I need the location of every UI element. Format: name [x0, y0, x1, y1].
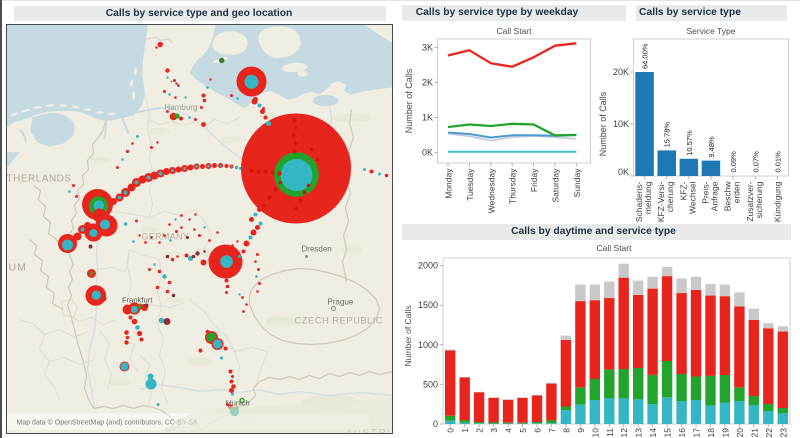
svg-text:3: 3	[489, 428, 499, 433]
svg-text:meldung: meldung	[643, 181, 653, 214]
svg-text:3K: 3K	[422, 43, 433, 53]
svg-text:Wechsel: Wechsel	[687, 181, 697, 214]
svg-text:64.00%: 64.00%	[641, 43, 650, 69]
svg-text:Prague: Prague	[328, 298, 354, 307]
svg-text:5: 5	[518, 428, 528, 433]
svg-text:8: 8	[561, 428, 571, 433]
svg-text:15: 15	[663, 428, 673, 438]
svg-text:12: 12	[619, 428, 629, 438]
svg-text:Service Type: Service Type	[687, 26, 736, 36]
svg-text:Saturday: Saturday	[551, 168, 561, 203]
svg-text:Thursday: Thursday	[508, 168, 518, 204]
svg-text:20: 20	[735, 428, 745, 438]
svg-text:Tuesday: Tuesday	[465, 168, 475, 201]
svg-text:Friday: Friday	[529, 168, 539, 192]
svg-text:11: 11	[605, 428, 615, 437]
svg-text:7: 7	[547, 428, 557, 433]
svg-text:0K: 0K	[618, 167, 629, 177]
svg-text:cherung: cherung	[665, 181, 675, 212]
svg-text:Dresden: Dresden	[302, 245, 332, 254]
svg-text:Call Start: Call Start	[597, 243, 633, 253]
svg-text:Sunday: Sunday	[572, 168, 582, 198]
svg-text:9.48%: 9.48%	[707, 136, 716, 158]
svg-text:21: 21	[749, 428, 759, 438]
svg-text:0.07%: 0.07%	[751, 151, 760, 173]
svg-text:1000: 1000	[418, 340, 438, 350]
svg-text:20K: 20K	[613, 67, 629, 77]
svg-text:Number of Calls: Number of Calls	[403, 306, 413, 367]
svg-text:17: 17	[692, 428, 702, 438]
svg-text:9: 9	[576, 428, 586, 433]
svg-text:Frankfurt: Frankfurt	[122, 296, 153, 305]
svg-text:2K: 2K	[422, 78, 433, 88]
svg-text:Preis-: Preis-	[701, 181, 711, 203]
svg-text:4: 4	[504, 428, 514, 433]
svg-text:Schadens-: Schadens-	[634, 181, 644, 222]
svg-text:13: 13	[634, 428, 644, 438]
svg-text:0.09%: 0.09%	[729, 151, 738, 173]
svg-text:THERLANDS: THERLANDS	[7, 174, 72, 185]
svg-text:Munich: Munich	[226, 399, 250, 408]
svg-text:Monday: Monday	[444, 168, 454, 199]
svg-text:19: 19	[720, 428, 730, 438]
svg-text:Anfrage: Anfrage	[710, 181, 720, 211]
svg-text:Kündigung: Kündigung	[772, 181, 782, 222]
svg-text:0: 0	[446, 428, 456, 433]
svg-text:10.57%: 10.57%	[685, 130, 694, 156]
svg-text:KFZ-Versi-: KFZ-Versi-	[656, 181, 666, 222]
svg-text:0.01%: 0.01%	[773, 151, 782, 173]
svg-text:2: 2	[475, 428, 485, 433]
svg-text:erden: erden	[732, 181, 742, 203]
svg-text:Wednesday: Wednesday	[486, 168, 496, 213]
svg-text:Hamburg: Hamburg	[165, 103, 198, 112]
svg-text:10K: 10K	[613, 119, 629, 129]
svg-text:22: 22	[764, 428, 774, 438]
svg-text:Zusatzver-: Zusatzver-	[745, 181, 755, 221]
svg-text:sicherung: sicherung	[754, 181, 764, 218]
svg-text:2000: 2000	[418, 261, 438, 271]
svg-text:UM: UM	[9, 262, 27, 274]
svg-text:1500: 1500	[418, 300, 438, 310]
svg-text:Map data © OpenStreetMap (and): Map data © OpenStreetMap (and) contribut…	[17, 419, 200, 427]
svg-text:16: 16	[677, 428, 687, 438]
svg-text:0K: 0K	[422, 148, 433, 158]
svg-text:Number of Calls: Number of Calls	[598, 91, 608, 156]
svg-text:1K: 1K	[422, 113, 433, 123]
svg-text:Call Start: Call Start	[497, 26, 533, 36]
svg-text:KFZ-: KFZ-	[678, 181, 688, 200]
svg-text:23: 23	[778, 428, 788, 438]
svg-text:15.78%: 15.78%	[663, 122, 672, 148]
svg-text:Number of Calls: Number of Calls	[404, 68, 414, 133]
svg-text:CZECH REPUBLIC: CZECH REPUBLIC	[295, 316, 383, 327]
svg-text:1: 1	[460, 428, 470, 433]
svg-text:6: 6	[533, 428, 543, 433]
svg-text:500: 500	[423, 379, 438, 389]
svg-text:14: 14	[648, 428, 658, 438]
svg-text:18: 18	[706, 428, 716, 438]
svg-text:0: 0	[433, 419, 438, 429]
svg-text:10: 10	[590, 428, 600, 438]
svg-text:Beschw: Beschw	[723, 181, 733, 212]
